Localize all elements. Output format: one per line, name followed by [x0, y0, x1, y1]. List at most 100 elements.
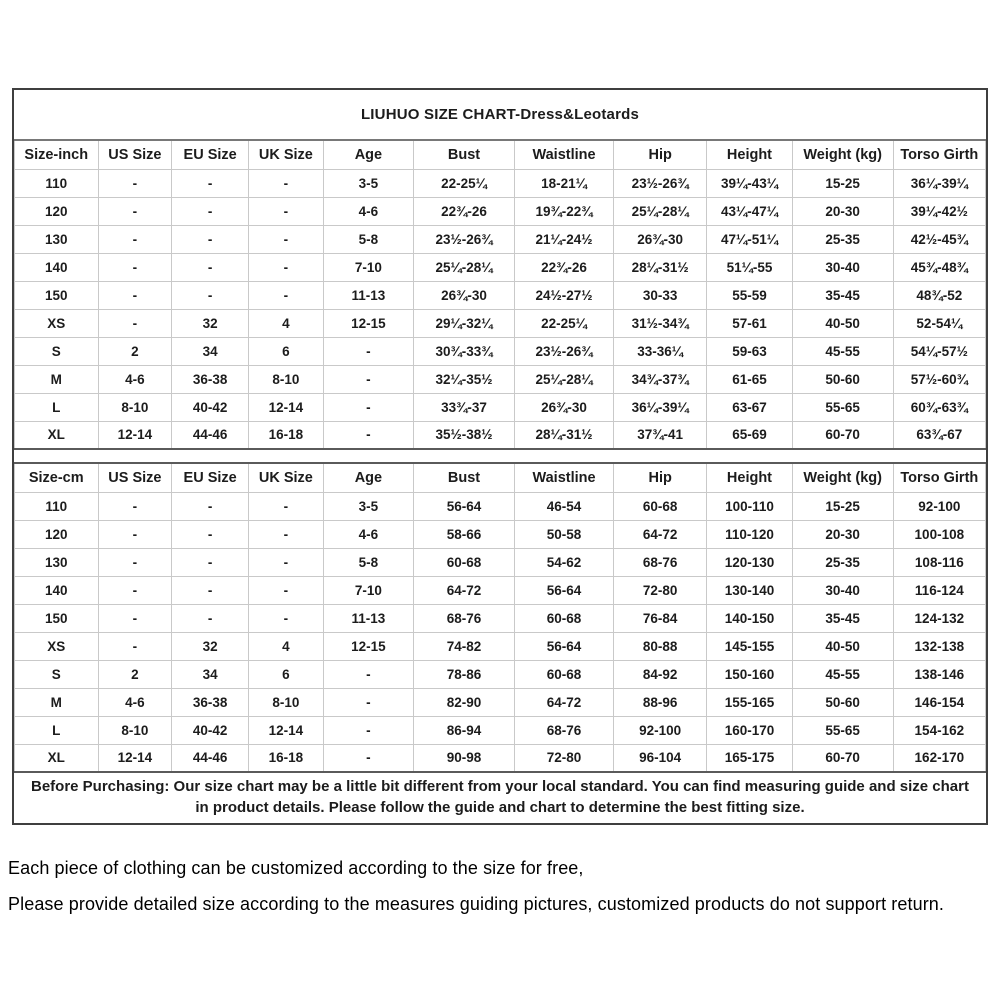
cell: - — [247, 224, 324, 254]
cell: 68-76 — [413, 603, 516, 633]
cell: 86-94 — [413, 715, 516, 745]
cell: 19¾-22¾ — [514, 196, 615, 226]
cell: 15-25 — [791, 491, 894, 521]
cell: S — [14, 659, 99, 689]
cell: 60-68 — [514, 603, 615, 633]
table-row: XL 12-14 44-46 16-18-35½-38½ 28¼-31½ 37¾-41 65… — [14, 420, 987, 450]
cell: 6 — [247, 659, 324, 689]
table-row: S 2 34 6-78-86 60-68 84-92 150-160 45-55 138-146 — [14, 659, 987, 689]
cell: 35½-38½ — [413, 420, 516, 450]
cell: 162-170 — [892, 743, 987, 773]
cell: - — [247, 280, 324, 310]
cell: 50-60 — [791, 687, 894, 717]
cell: 45-55 — [791, 659, 894, 689]
cell: 39¼-42½ — [892, 196, 987, 226]
cm-table-section: Size-cm US Size EU Size UK Size Age Bust Waist… — [14, 462, 987, 773]
cell: 16-18 — [247, 743, 324, 773]
cell: 26¾-30 — [613, 224, 708, 254]
cell: 20-30 — [791, 196, 894, 226]
cell: 46-54 — [514, 491, 615, 521]
column-header: EU Size — [171, 139, 249, 170]
column-header: Size-cm — [14, 462, 99, 493]
cell: XS — [14, 308, 99, 338]
cell: 52-54¼ — [892, 308, 987, 338]
cell: - — [97, 519, 173, 549]
column-header: Size-inch — [14, 139, 99, 170]
cell: - — [171, 280, 249, 310]
cell: 90-98 — [413, 743, 516, 773]
cell: 154-162 — [892, 715, 987, 745]
cell: 130 — [14, 547, 99, 577]
cell: 60¾-63¾ — [892, 392, 987, 422]
cell: - — [171, 224, 249, 254]
cell: 60-70 — [791, 420, 894, 450]
cell: 120 — [14, 196, 99, 226]
table-row: L 8-10 40-42 12-14-33¾-37 26¾-30 36¼-39¼ 63-67… — [14, 392, 987, 422]
cell: L — [14, 715, 99, 745]
cell: 146-154 — [892, 687, 987, 717]
cell: 60-70 — [791, 743, 894, 773]
cell: 23½-26¾ — [613, 168, 708, 198]
cell: 3-5 — [322, 168, 415, 198]
cell: 4-6 — [97, 687, 173, 717]
cell: 108-116 — [892, 547, 987, 577]
cell: - — [322, 715, 415, 745]
cell: - — [97, 603, 173, 633]
cell: 30-40 — [791, 575, 894, 605]
cell: - — [171, 519, 249, 549]
cell: 21¼-24½ — [514, 224, 615, 254]
cell: - — [171, 168, 249, 198]
cell: - — [97, 252, 173, 282]
cell: L — [14, 392, 99, 422]
cell: XL — [14, 420, 99, 450]
cell: - — [322, 659, 415, 689]
table-row: XL 12-14 44-46 16-18-90-98 72-80 96-104 165-17… — [14, 743, 987, 773]
cell: 54-62 — [514, 547, 615, 577]
column-header: Bust — [413, 462, 516, 493]
cell: 120 — [14, 519, 99, 549]
cell: 22-25¼ — [514, 308, 615, 338]
footnote-section: Before Purchasing: Our size chart may be… — [14, 771, 986, 823]
cell: 55-65 — [791, 715, 894, 745]
table-row: 140- - -7-10 64-72 56-64 72-80 130-140 30-40 116… — [14, 575, 987, 605]
table-row: 150- - -11-13 26¾-30 24½-27½ 30-33 55-59 35-45 4… — [14, 280, 987, 310]
cell: 100-110 — [706, 491, 793, 521]
cell: - — [171, 575, 249, 605]
table-row: M 4-6 36-38 8-10-32¼-35½ 25¼-28¼ 34¾-37¾ 61-65… — [14, 364, 987, 394]
cell: S — [14, 336, 99, 366]
cell: 3-5 — [322, 491, 415, 521]
cell: 150 — [14, 603, 99, 633]
cell: 45¾-48¾ — [892, 252, 987, 282]
cell: 16-18 — [247, 420, 324, 450]
cell: 72-80 — [613, 575, 708, 605]
cell: 54¼-57½ — [892, 336, 987, 366]
cell: 132-138 — [892, 631, 987, 661]
cell: 34¾-37¾ — [613, 364, 708, 394]
header-row: Size-inch US Size EU Size UK Size Age Bust Wai… — [14, 139, 987, 170]
cell: 37¾-41 — [613, 420, 708, 450]
cell: 34 — [171, 336, 249, 366]
size-chart-table: LIUHUO SIZE CHART-Dress&Leotards Size-in… — [14, 90, 987, 823]
cell: 68-76 — [613, 547, 708, 577]
cell: 24½-27½ — [514, 280, 615, 310]
cell: 4-6 — [97, 364, 173, 394]
cell: 25¼-28¼ — [514, 364, 615, 394]
cell: 68-76 — [514, 715, 615, 745]
cell: - — [97, 280, 173, 310]
column-header: EU Size — [171, 462, 249, 493]
cell: 25-35 — [791, 547, 894, 577]
customization-note: Each piece of clothing can be customized… — [8, 858, 584, 878]
cell: - — [97, 631, 173, 661]
cell: XL — [14, 743, 99, 773]
cell: 29¼-32¼ — [413, 308, 516, 338]
spacer-cell — [14, 448, 986, 464]
column-header: Hip — [613, 139, 708, 170]
cell: 110 — [14, 168, 99, 198]
cell: - — [171, 252, 249, 282]
cell: - — [322, 420, 415, 450]
table-row: 130- - -5-8 60-68 54-62 68-76 120-130 25-35 108-… — [14, 547, 987, 577]
cell: - — [322, 392, 415, 422]
table-row: 120- - -4-6 58-66 50-58 64-72 110-120 20-30 100-… — [14, 519, 987, 549]
cell: 57-61 — [706, 308, 793, 338]
cell: 130-140 — [706, 575, 793, 605]
